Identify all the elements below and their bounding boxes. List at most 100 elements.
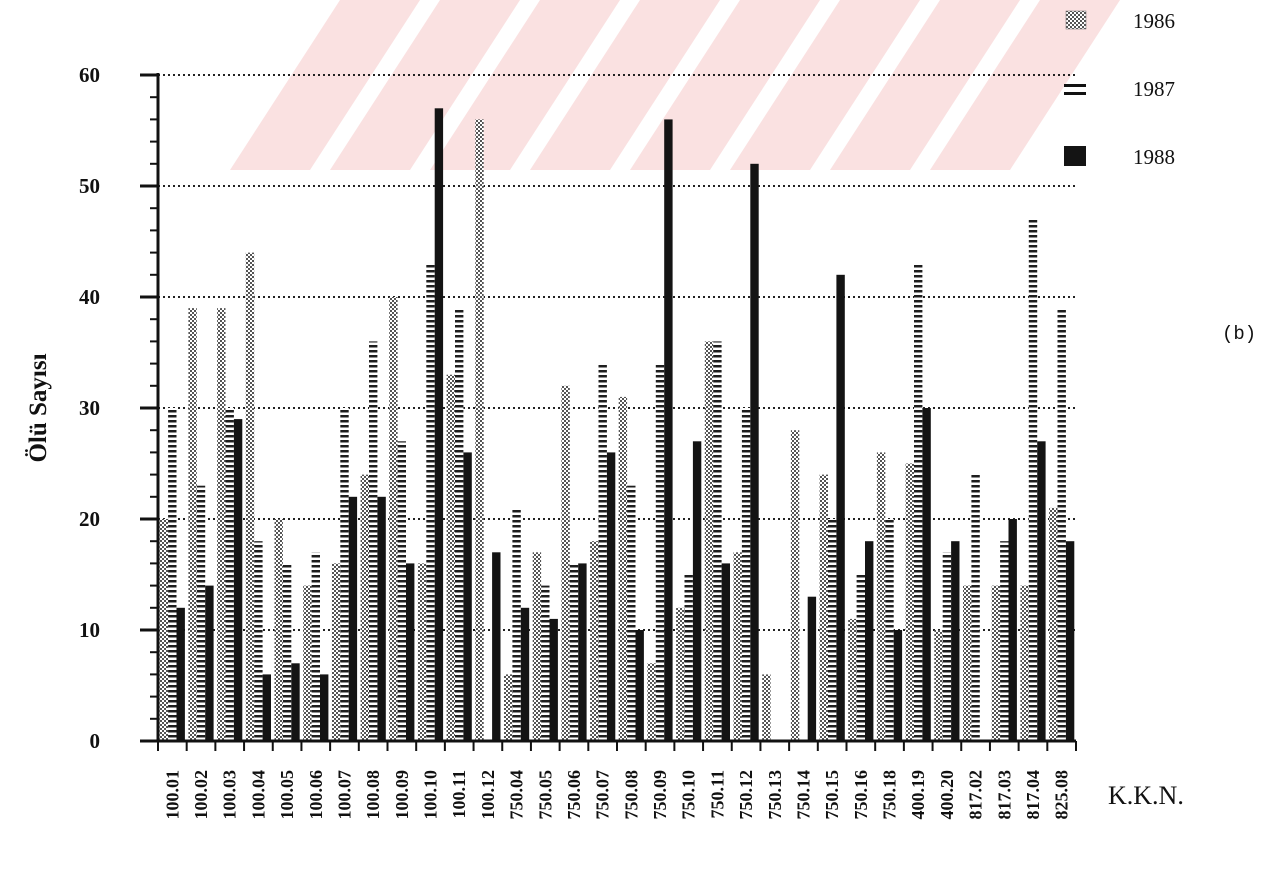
x-tick-label-750.07: 750.07 [593,770,613,820]
x-tick-label-750.10: 750.10 [679,770,699,820]
bar-1987-750.09 [655,363,665,741]
bar-1986-750.15 [819,474,828,741]
bar-1987-100.05 [282,563,292,741]
y-tick-label-50: 50 [79,174,100,198]
bar-1987-100.11 [455,308,464,741]
bar-1987-817.02 [971,474,980,741]
x-tick-label-750.15: 750.15 [822,770,842,820]
bar-1988-750.11 [721,563,730,741]
x-tick-label-100.11: 100.11 [449,770,469,819]
bar-1986-750.12 [733,552,742,741]
bar-1987-817.04 [1028,219,1038,742]
bar-1986-100.02 [188,308,197,741]
bar-1986-400.19 [905,463,914,741]
bar-1988-100.05 [291,663,300,741]
bar-1986-817.04 [1020,585,1029,741]
bar-1986-750.06 [561,385,570,741]
x-tick-label-750.06: 750.06 [564,770,584,820]
bar-1987-750.06 [569,563,579,741]
bar-1986-750.10 [676,607,685,741]
x-tick-label-100.04: 100.04 [248,770,268,820]
bar-1987-750.07 [598,363,607,741]
bar-1986-100.11 [446,374,455,741]
legend: 1986 1987 1988 [1064,9,1175,169]
bar-1988-100.02 [205,585,214,741]
y-tick-label-10: 10 [79,618,100,642]
bar-1986-100.04 [245,252,255,741]
bar-1987-825.08 [1057,308,1066,741]
bar-1987-750.04 [512,507,521,741]
bar-1986-100.03 [217,308,226,741]
bar-1987-100.09 [397,441,406,741]
legend-swatch-1987 [1064,84,1086,87]
legend-label-1987: 1987 [1133,77,1175,101]
bar-1987-750.10 [684,574,693,741]
x-tick-label-750.05: 750.05 [535,770,555,820]
bar-1987-400.19 [914,263,923,741]
bar-1988-100.10 [434,108,444,742]
bar-1987-100.03 [225,408,234,741]
bar-1988-100.06 [320,674,329,741]
bar-1986-750.08 [618,396,628,741]
x-tick-label-100.03: 100.03 [220,770,240,820]
bar-1987-100.04 [254,541,263,741]
legend-label-1988: 1988 [1133,145,1175,169]
bar-1986-750.14 [790,430,800,741]
bar-1986-750.18 [876,452,886,741]
legend-swatch-1987b [1064,92,1086,95]
bar-1988-750.15 [836,274,845,741]
bar-1986-100.07 [331,563,341,741]
bar-1988-750.12 [750,163,759,742]
bar-1986-750.05 [532,552,542,741]
bar-1986-100.10 [417,563,427,741]
bar-1988-750.16 [865,541,874,741]
bar-1987-100.08 [369,341,378,741]
x-tick-label-750.13: 750.13 [765,770,785,820]
x-tick-label-100.12: 100.12 [478,770,498,820]
bar-1986-817.03 [991,585,1001,741]
bar-1986-750.13 [762,674,771,741]
x-tick-label-100.10: 100.10 [421,770,441,820]
bar-1988-400.19 [922,408,931,741]
panel-label: (b) [1222,323,1256,345]
y-tick-label-0: 0 [90,729,101,753]
x-tick-label-100.09: 100.09 [392,770,412,820]
bar-1988-100.04 [262,674,271,741]
bar-1986-100.01 [159,519,169,741]
x-tick-label-750.14: 750.14 [793,770,813,820]
x-tick-labels: 100.01 100.02 100.03 100.04 100.05 100.06 100.… [162,770,1071,820]
y-tick-label-20: 20 [79,507,100,531]
bar-1986-100.05 [274,519,283,741]
bar-1988-750.04 [520,607,530,741]
bar-1988-100.07 [348,496,358,741]
bar-1987-750.05 [541,585,550,741]
axes [140,73,1077,751]
bar-1987-400.20 [942,552,952,741]
bar-1988-825.08 [1065,541,1075,741]
x-tick-label-400.19: 400.19 [908,770,928,820]
y-tick-labels: 0 10 20 30 40 50 60 [79,63,100,753]
x-tick-label-817.03: 817.03 [994,770,1014,820]
bar-1988-750.08 [635,630,644,741]
bar-1987-750.15 [828,519,837,741]
bar-1988-100.03 [233,419,243,741]
bar-1988-100.11 [463,452,472,741]
bar-1988-100.09 [406,563,415,741]
bar-1986-750.11 [704,341,714,741]
bar-1986-400.20 [934,630,943,741]
x-tick-label-750.08: 750.08 [621,770,641,820]
x-tick-label-100.05: 100.05 [277,770,297,820]
x-tick-label-100.08: 100.08 [363,770,383,820]
bar-1987-750.11 [713,341,722,741]
bar-1986-817.02 [963,585,972,741]
x-tick-label-750.09: 750.09 [650,770,670,820]
bar-1987-100.10 [426,263,435,741]
bar-1986-750.04 [504,674,513,741]
bar-1988-750.07 [606,452,616,741]
legend-swatch-1986 [1065,10,1087,30]
bar-1988-817.04 [1037,441,1046,741]
bar-1987-750.18 [885,519,894,741]
bar-1986-750.09 [647,663,656,741]
x-tick-label-817.04: 817.04 [1023,770,1043,820]
